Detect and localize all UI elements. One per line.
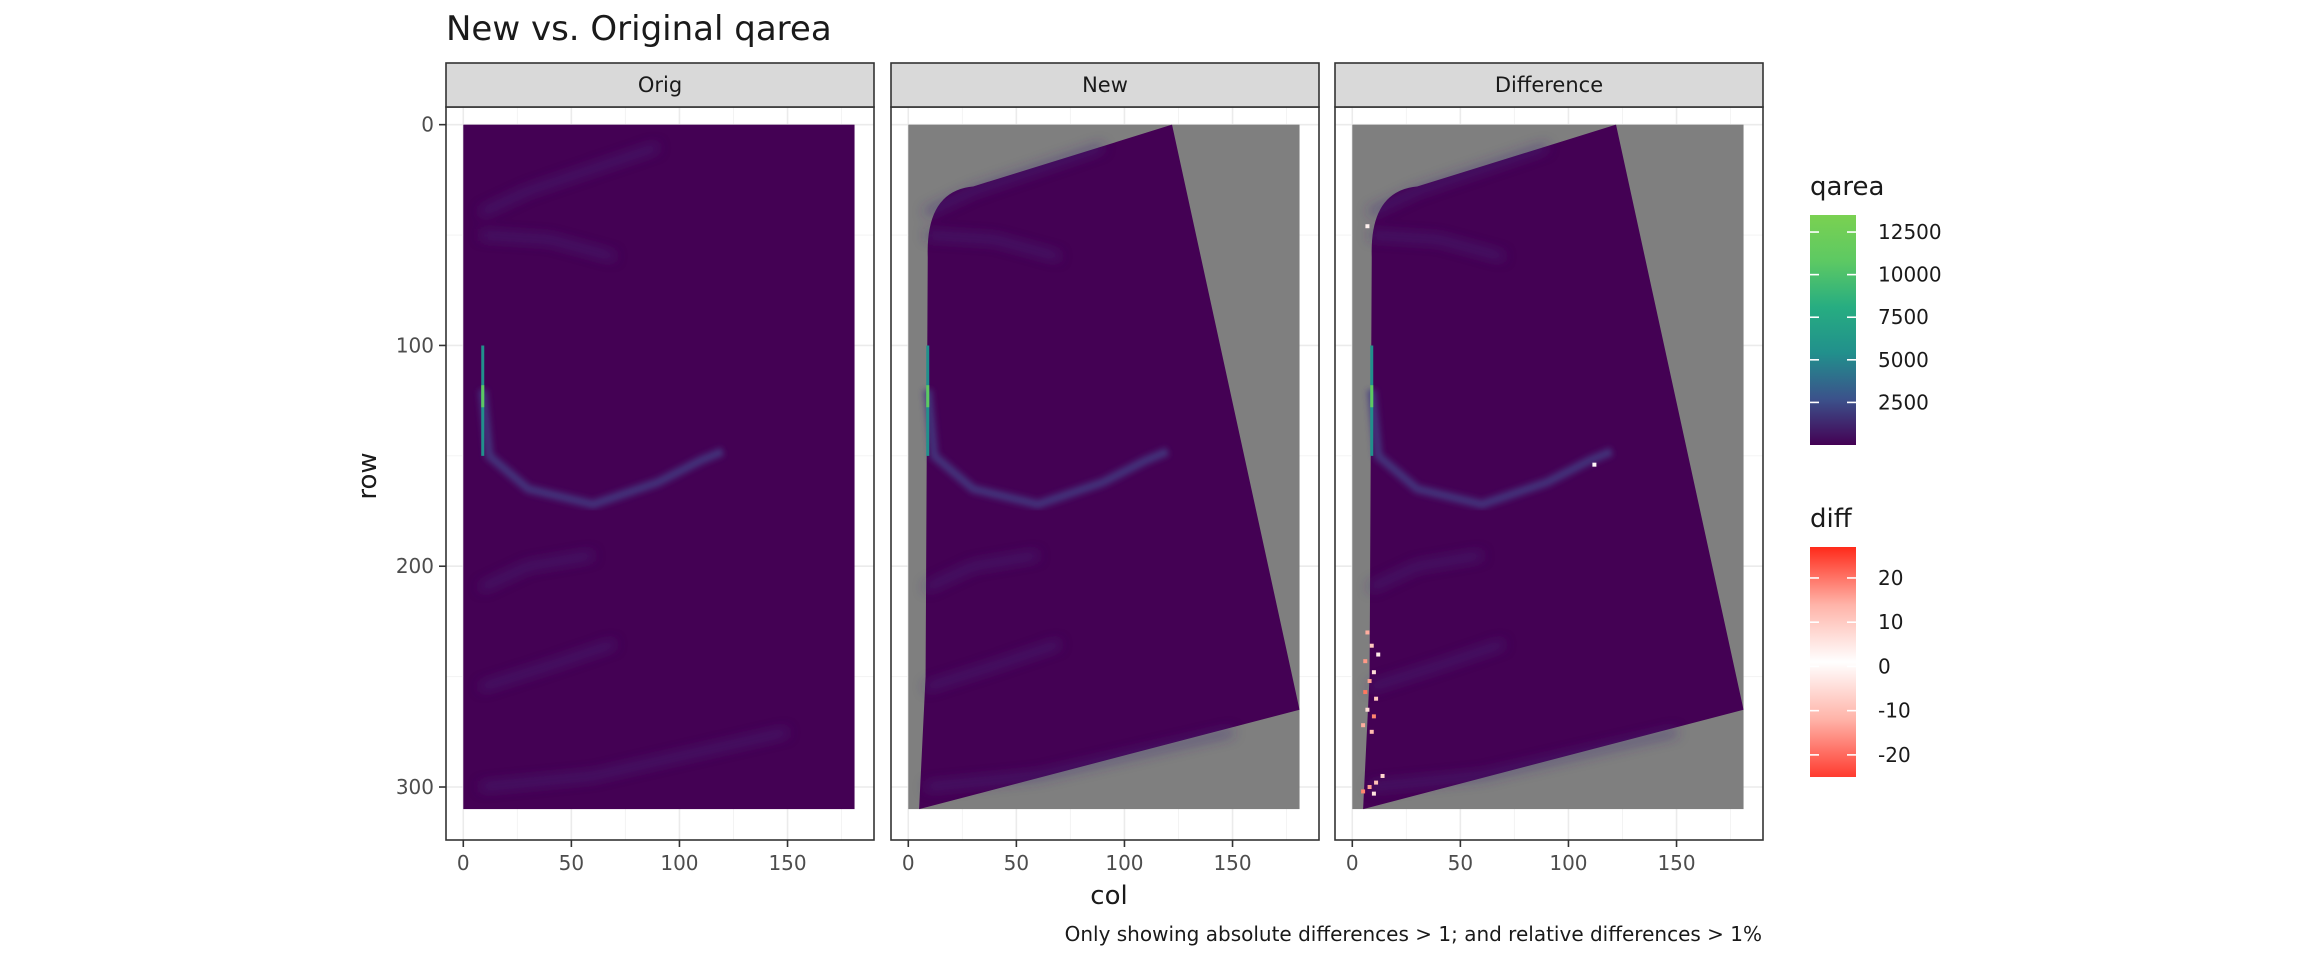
plot-title: New vs. Original qarea (446, 9, 832, 49)
x-tick-label: 150 (768, 851, 806, 875)
heatmap-raster-orig (463, 124, 855, 810)
legend-label: 7500 (1878, 305, 1929, 329)
difference-point (1592, 462, 1597, 467)
raster-faint-features (1368, 143, 1678, 790)
legend-label: -10 (1878, 699, 1911, 723)
x-tick-label: 150 (1657, 851, 1695, 875)
x-tick-label: 50 (1004, 851, 1029, 875)
difference-point (1367, 679, 1372, 684)
facet-strip (890, 62, 1320, 108)
raster-features (922, 389, 1170, 510)
y-tick-label: 0 (421, 113, 434, 137)
y-tick-label: 300 (396, 775, 434, 799)
legend-label: 2500 (1878, 390, 1929, 414)
legend-label: 10 (1878, 610, 1903, 634)
legend-label: 20 (1878, 566, 1903, 590)
difference-point (1374, 696, 1379, 701)
x-tick-label: 150 (1213, 851, 1251, 875)
facet-strip (1334, 62, 1764, 108)
raster-faint-features (479, 143, 789, 790)
facet-strip (445, 62, 875, 108)
x-tick-label: 100 (1105, 851, 1143, 875)
difference-point (1371, 714, 1376, 719)
difference-point (1365, 707, 1370, 712)
legend-label: -20 (1878, 743, 1911, 767)
legend-qarea-title: qarea (1810, 172, 1884, 202)
legend-qarea: qarea 12500 10000 7500 5000 2500 (1810, 172, 1942, 445)
difference-point (1371, 670, 1376, 675)
legend-colorbar (1810, 215, 1856, 445)
x-tick-label: 0 (902, 851, 915, 875)
raster-faint-features (924, 143, 1234, 790)
x-tick-label: 0 (1346, 851, 1359, 875)
x-tick-label: 50 (1448, 851, 1473, 875)
facet-strip-label: Orig (638, 73, 682, 97)
heatmap-raster-new (919, 124, 1300, 810)
x-axis-title: col (1090, 881, 1127, 911)
y-axis-title: row (353, 452, 383, 499)
x-tick-label: 100 (1549, 851, 1587, 875)
difference-point (1374, 780, 1379, 785)
heatmap-raster-difference (1363, 124, 1744, 810)
facet-panel-new: New 0 50 100 150 (890, 62, 1320, 875)
difference-points (1361, 224, 1597, 796)
facet-panel-difference: Difference 0 50 100 150 (1334, 62, 1764, 875)
plot-caption: Only showing absolute differences > 1; a… (1065, 922, 1762, 946)
legend-diff: diff 20 10 0 -10 -20 (1810, 504, 1911, 777)
difference-point (1361, 789, 1366, 794)
legend-label: 12500 (1878, 220, 1942, 244)
x-tick-label: 0 (457, 851, 470, 875)
x-tick-label: 50 (559, 851, 584, 875)
facet-strip-label: Difference (1495, 73, 1603, 97)
y-tick-label: 100 (396, 333, 434, 357)
legend-label: 10000 (1878, 263, 1942, 287)
difference-point (1363, 690, 1368, 695)
difference-point (1363, 659, 1368, 664)
y-tick-label: 200 (396, 554, 434, 578)
difference-point (1380, 773, 1385, 778)
difference-point (1369, 729, 1374, 734)
x-tick-label: 100 (660, 851, 698, 875)
facet-panel-orig: Orig 0 50 100 150 0 100 200 300 (396, 62, 875, 875)
raster-features (1366, 389, 1614, 510)
difference-point (1376, 652, 1381, 657)
difference-point (1371, 791, 1376, 796)
difference-point (1361, 723, 1366, 728)
legend-label: 0 (1878, 654, 1891, 678)
facet-strip-label: New (1082, 73, 1128, 97)
difference-point (1367, 785, 1372, 790)
legend-colorbar (1810, 547, 1856, 777)
raster-features (477, 389, 725, 510)
difference-point (1365, 224, 1370, 229)
legend-label: 5000 (1878, 348, 1929, 372)
difference-point (1365, 630, 1370, 635)
legend-diff-title: diff (1810, 504, 1853, 534)
difference-point (1369, 643, 1374, 648)
